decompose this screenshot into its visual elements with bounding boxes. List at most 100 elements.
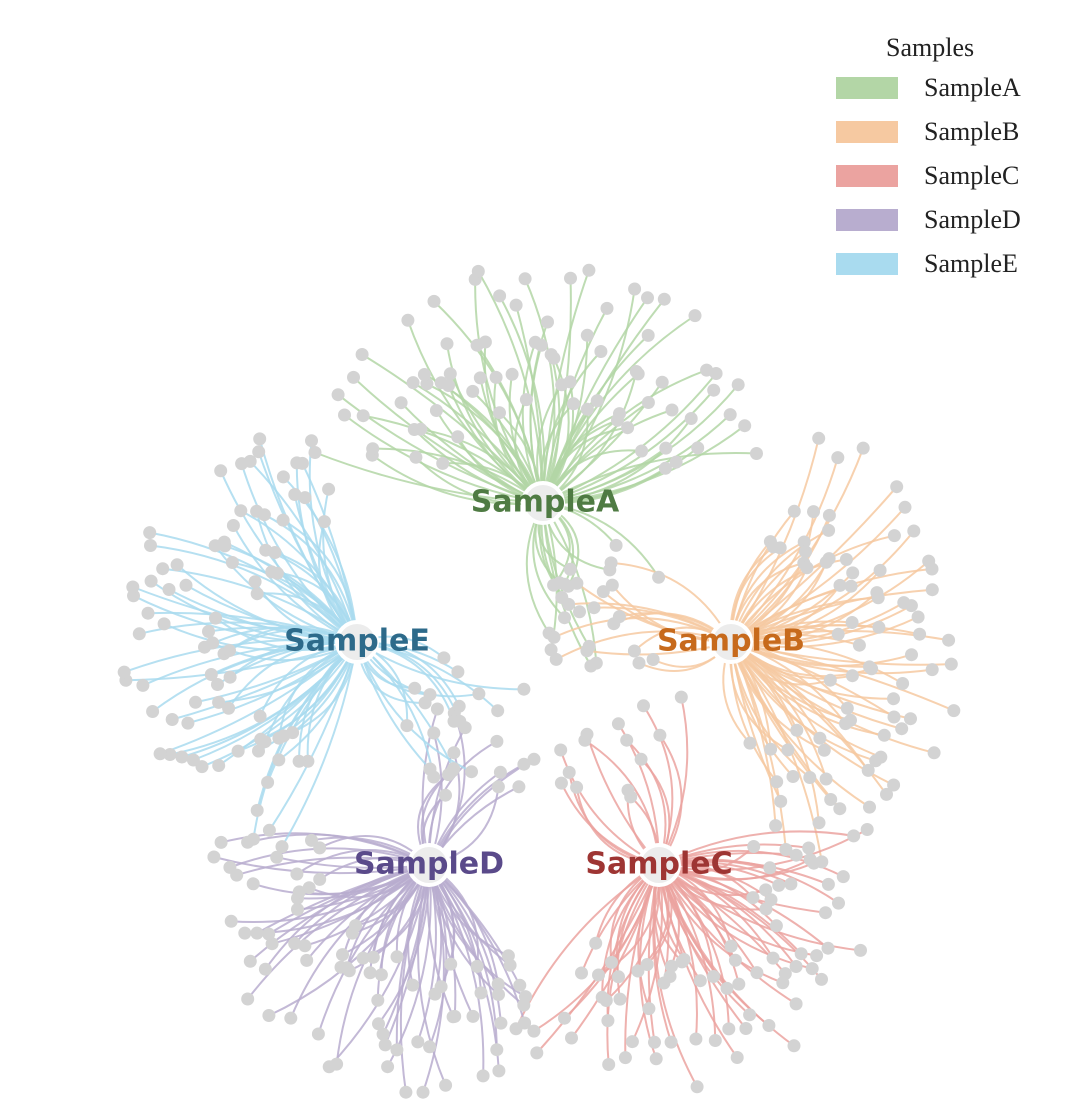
leaf-node (595, 990, 609, 1004)
leaf-node (815, 972, 828, 986)
leaf-node (253, 709, 267, 723)
leaf-node (300, 953, 314, 967)
leaf-node (493, 765, 507, 779)
leaf-node (305, 434, 318, 448)
leaf-node (631, 367, 645, 381)
leaf-node (784, 877, 798, 891)
leaf-node (739, 1022, 753, 1035)
leaf-node (209, 611, 222, 625)
leaf-node (417, 368, 431, 381)
leaf-node (913, 627, 927, 641)
leaf-node (604, 556, 618, 570)
edge (730, 641, 820, 823)
leaf-node (839, 717, 852, 731)
leaf-node (724, 939, 738, 953)
leaf-node (863, 800, 876, 814)
leaf-node (394, 396, 408, 410)
legend-title: Samples (886, 33, 975, 62)
leaf-node (658, 461, 672, 475)
leaf-node (641, 328, 655, 342)
leaf-node (642, 1002, 656, 1016)
leaf-node (211, 678, 224, 691)
leaf-node (832, 896, 845, 910)
edge (240, 463, 358, 643)
leaf-node (534, 338, 548, 352)
leaf-node (214, 835, 228, 849)
leaf-node (527, 752, 541, 766)
edge (542, 314, 696, 504)
edge (730, 486, 898, 643)
leaf-node (427, 726, 441, 740)
leaf-node (558, 611, 571, 625)
leaf-node (376, 1027, 390, 1041)
leaf-node (665, 403, 679, 417)
leaf-node (162, 583, 176, 596)
leaf-node (787, 1039, 801, 1053)
edge (658, 830, 854, 866)
leaf-node (250, 803, 264, 817)
leaf-node (600, 301, 614, 315)
edge (730, 641, 777, 826)
leaf-node (153, 747, 167, 761)
leaf-node (659, 441, 673, 455)
leaf-node (224, 914, 238, 928)
leaf-node (143, 526, 157, 540)
leaf-node (823, 673, 837, 687)
leaf-node (275, 840, 289, 854)
leaf-node (738, 419, 752, 433)
leaf-node (707, 970, 720, 983)
leaf-node (262, 823, 276, 837)
leaf-node (769, 919, 783, 933)
leaf-node (238, 926, 252, 940)
edge (150, 580, 358, 644)
leaf-node (336, 948, 349, 962)
leaf-node (491, 780, 505, 794)
leaf-node (223, 670, 237, 684)
leaf-node (709, 367, 723, 380)
leaf-node (865, 662, 879, 676)
edge (730, 641, 955, 712)
leaf-node (613, 992, 627, 1006)
leaf-node (141, 606, 155, 620)
leaf-node (492, 988, 505, 1001)
leaf-node (797, 535, 811, 549)
leaf-node (618, 1051, 632, 1065)
leaf-node (509, 298, 523, 312)
leaf-node (527, 1024, 541, 1038)
leaf-node (563, 562, 577, 576)
leaf-node (774, 794, 788, 808)
leaf-node (253, 432, 267, 446)
leaf-node (512, 780, 526, 794)
leaf-node (491, 704, 505, 718)
leaf-node (627, 644, 641, 658)
leaf-node (689, 1032, 703, 1046)
leaf-node (206, 636, 220, 650)
leaf-node (268, 546, 282, 559)
leaf-node (592, 968, 605, 982)
leaf-node (223, 860, 237, 874)
leaf-node (262, 927, 276, 941)
leaf-node (836, 870, 850, 884)
leaf-node (408, 681, 422, 695)
leaf-node (887, 529, 901, 543)
edge (150, 544, 358, 643)
leaf-node (136, 678, 150, 692)
leaf-node (292, 754, 306, 768)
leaf-node (605, 955, 618, 969)
leaf-node (896, 677, 910, 690)
leaf-node (156, 562, 170, 576)
leaf-node (366, 442, 380, 456)
leaf-node (311, 1027, 325, 1041)
leaf-node (684, 412, 698, 425)
leaf-node (544, 643, 558, 657)
leaf-node (580, 328, 594, 342)
leaf-node (170, 558, 184, 572)
leaf-node (453, 714, 467, 728)
leaf-node (451, 665, 465, 679)
leaf-node (549, 652, 563, 666)
leaf-node (411, 1035, 425, 1049)
hub-node (709, 620, 753, 664)
leaf-node (773, 541, 787, 555)
leaf-node (492, 1064, 506, 1078)
